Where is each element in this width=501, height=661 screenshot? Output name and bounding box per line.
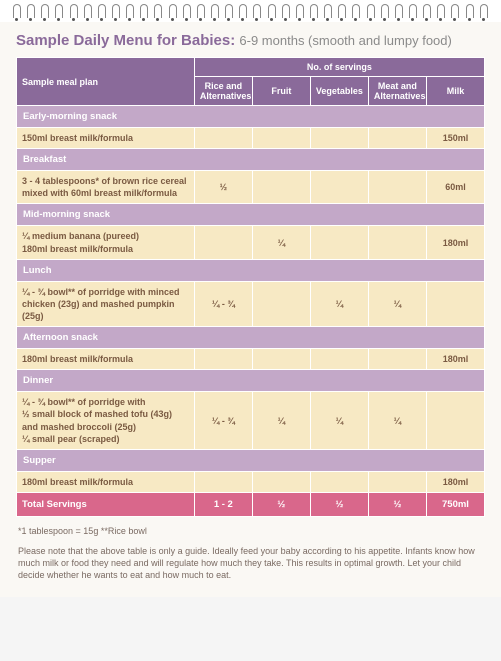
- cell-desc: ¼ medium banana (pureed)180ml breast mil…: [17, 226, 195, 259]
- section-row: Breakfast: [17, 149, 485, 171]
- totals-fruit: ½: [252, 492, 310, 516]
- cell-desc: ¼ - ¾ bowl** of porridge with½ small blo…: [17, 392, 195, 450]
- cell-veg: [310, 471, 368, 492]
- cell-meat: [368, 128, 426, 149]
- table-row: 180ml breast milk/formula 180ml: [17, 349, 485, 370]
- cell-fruit: [252, 281, 310, 326]
- table-header: Sample meal plan No. of servings Rice an…: [17, 58, 485, 106]
- section-row: Afternoon snack: [17, 327, 485, 349]
- col-plan: Sample meal plan: [17, 58, 195, 106]
- table-row: ¼ - ¾ bowl** of porridge with minced chi…: [17, 281, 485, 326]
- cell-rice: ¼ - ¾: [194, 392, 252, 450]
- cell-meat: [368, 171, 426, 204]
- cell-veg: ¼: [310, 392, 368, 450]
- col-fruit: Fruit: [252, 77, 310, 106]
- cell-meat: [368, 349, 426, 370]
- cell-rice: ¼ - ¾: [194, 281, 252, 326]
- title-sub: 6-9 months (smooth and lumpy food): [239, 33, 451, 48]
- cell-fruit: [252, 128, 310, 149]
- cell-milk: [426, 281, 484, 326]
- totals-veg: ½: [310, 492, 368, 516]
- table-body: Early-morning snack150ml breast milk/for…: [17, 106, 485, 517]
- section-row: Dinner: [17, 370, 485, 392]
- cell-veg: [310, 171, 368, 204]
- section-label: Supper: [17, 449, 485, 471]
- cell-meat: ¼: [368, 392, 426, 450]
- cell-desc: 3 - 4 tablespoons* of brown rice cereal …: [17, 171, 195, 204]
- col-meat: Meat and Alternatives: [368, 77, 426, 106]
- section-label: Lunch: [17, 259, 485, 281]
- cell-veg: ¼: [310, 281, 368, 326]
- cell-milk: 180ml: [426, 471, 484, 492]
- cell-veg: [310, 128, 368, 149]
- cell-rice: [194, 471, 252, 492]
- cell-milk: 150ml: [426, 128, 484, 149]
- cell-meat: ¼: [368, 281, 426, 326]
- section-row: Supper: [17, 449, 485, 471]
- cell-fruit: ¼: [252, 392, 310, 450]
- table-row: 150ml breast milk/formula 150ml: [17, 128, 485, 149]
- cell-desc: 180ml breast milk/formula: [17, 349, 195, 370]
- section-row: Lunch: [17, 259, 485, 281]
- table-row: ¼ medium banana (pureed)180ml breast mil…: [17, 226, 485, 259]
- section-label: Early-morning snack: [17, 106, 485, 128]
- cell-fruit: [252, 349, 310, 370]
- section-row: Early-morning snack: [17, 106, 485, 128]
- cell-meat: [368, 471, 426, 492]
- cell-rice: [194, 349, 252, 370]
- totals-meat: ½: [368, 492, 426, 516]
- cell-fruit: ¼: [252, 226, 310, 259]
- cell-meat: [368, 226, 426, 259]
- page: Sample Daily Menu for Babies: 6-9 months…: [0, 0, 501, 597]
- footnote-2: Please note that the above table is only…: [18, 545, 483, 581]
- cell-milk: 180ml: [426, 349, 484, 370]
- section-label: Breakfast: [17, 149, 485, 171]
- table-row: 180ml breast milk/formula 180ml: [17, 471, 485, 492]
- section-label: Dinner: [17, 370, 485, 392]
- section-label: Afternoon snack: [17, 327, 485, 349]
- menu-table: Sample meal plan No. of servings Rice an…: [16, 57, 485, 517]
- cell-desc: 150ml breast milk/formula: [17, 128, 195, 149]
- section-label: Mid-morning snack: [17, 204, 485, 226]
- table-row: ¼ - ¾ bowl** of porridge with½ small blo…: [17, 392, 485, 450]
- totals-milk: 750ml: [426, 492, 484, 516]
- col-milk: Milk: [426, 77, 484, 106]
- cell-fruit: [252, 471, 310, 492]
- cell-rice: ½: [194, 171, 252, 204]
- cell-veg: [310, 226, 368, 259]
- page-title: Sample Daily Menu for Babies: 6-9 months…: [16, 32, 485, 49]
- cell-milk: [426, 392, 484, 450]
- cell-veg: [310, 349, 368, 370]
- footnote-1: *1 tablespoon = 15g **Rice bowl: [18, 525, 483, 537]
- totals-row: Total Servings1 - 2½½½750ml: [17, 492, 485, 516]
- col-rice: Rice and Alternatives: [194, 77, 252, 106]
- col-veg: Vegetables: [310, 77, 368, 106]
- spiral-binding: [0, 0, 501, 22]
- cell-fruit: [252, 171, 310, 204]
- cell-rice: [194, 128, 252, 149]
- cell-milk: 60ml: [426, 171, 484, 204]
- cell-milk: 180ml: [426, 226, 484, 259]
- cell-rice: [194, 226, 252, 259]
- cell-desc: 180ml breast milk/formula: [17, 471, 195, 492]
- totals-label: Total Servings: [17, 492, 195, 516]
- section-row: Mid-morning snack: [17, 204, 485, 226]
- table-row: 3 - 4 tablespoons* of brown rice cereal …: [17, 171, 485, 204]
- col-servings: No. of servings: [194, 58, 484, 77]
- content: Sample Daily Menu for Babies: 6-9 months…: [0, 22, 501, 582]
- totals-rice: 1 - 2: [194, 492, 252, 516]
- cell-desc: ¼ - ¾ bowl** of porridge with minced chi…: [17, 281, 195, 326]
- title-main: Sample Daily Menu for Babies:: [16, 32, 235, 49]
